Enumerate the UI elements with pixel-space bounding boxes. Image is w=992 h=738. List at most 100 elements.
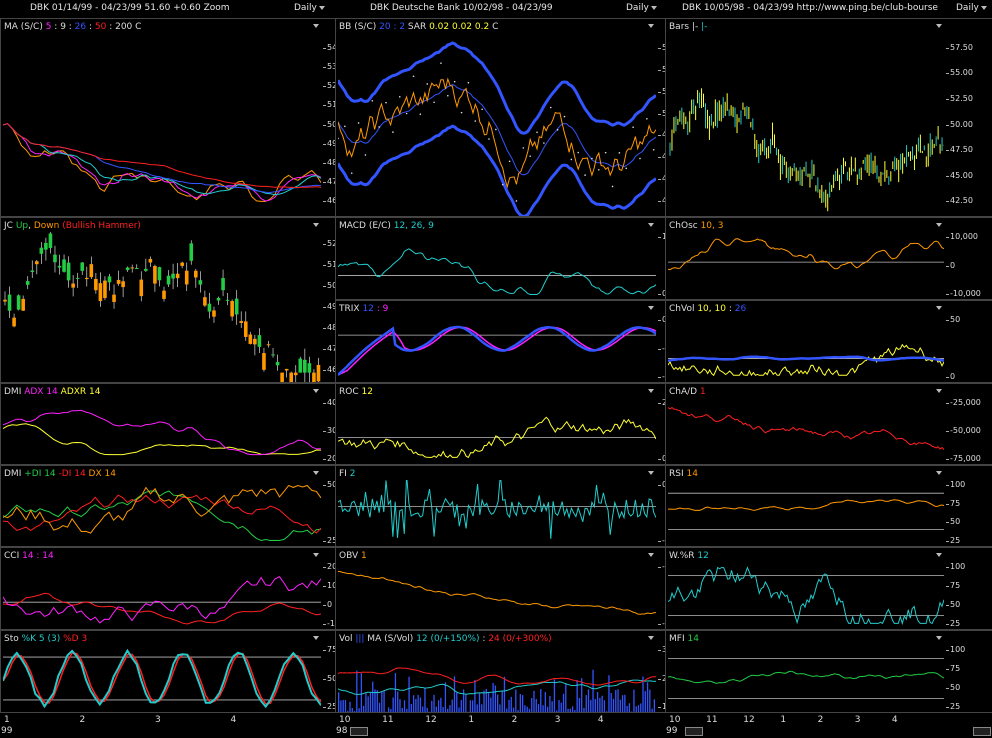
y-tick-label: -75,000 xyxy=(950,453,981,463)
indicator-panel[interactable]: CCI 14 : 142001000-100 xyxy=(0,547,372,630)
y-tick-label: 47.50 xyxy=(950,145,973,155)
indicator-panel[interactable]: OBV 1-100,000-150,000 xyxy=(335,547,707,630)
volume-bar xyxy=(481,704,483,712)
y-tick xyxy=(323,244,326,245)
panel-menu-icon[interactable] xyxy=(936,471,942,475)
candle-body xyxy=(166,275,171,285)
indicator-plot xyxy=(3,648,321,709)
candle-body xyxy=(30,270,35,273)
x-tick-label: 1 xyxy=(468,715,475,725)
sar-dot xyxy=(344,125,346,128)
indicator-panel[interactable]: FI 20-25,000 xyxy=(335,465,707,547)
scroll-arrows-button[interactable] xyxy=(685,727,703,736)
indicator-panel[interactable]: TRIX 12 : 90.00-0.50-1.00 xyxy=(335,300,707,383)
volume-bar xyxy=(474,679,476,712)
indicator-plot xyxy=(3,484,321,542)
indicator-panel[interactable]: ChOsc 10, 3 10,000 0 -10,000 xyxy=(665,217,992,300)
volume-bar xyxy=(476,704,478,712)
indicator-panel[interactable]: JC Up, Down (Bullish Hammer)52.0051.0050… xyxy=(0,217,372,383)
panel-menu-icon[interactable] xyxy=(648,553,654,557)
y-tick-label: 75 xyxy=(950,581,961,591)
volume-bar xyxy=(351,707,353,712)
indicator-panel[interactable]: ROC 1225.000.00 xyxy=(335,383,707,465)
indicator-title: ChVol 10, 10 : 26 xyxy=(669,304,746,314)
candle-body xyxy=(239,321,244,323)
indicator-plot xyxy=(338,325,656,376)
x-year-label: 99 xyxy=(1,726,13,736)
panel-menu-icon[interactable] xyxy=(313,553,319,557)
period-select-right[interactable]: Daily xyxy=(956,3,987,13)
scroll-arrows-button[interactable] xyxy=(350,727,368,736)
panel-menu-icon[interactable] xyxy=(936,389,942,393)
indicator-panel[interactable]: MFI 14 100 75 50 25 xyxy=(665,630,992,713)
panel-menu-icon[interactable] xyxy=(648,223,654,227)
indicator-title-part: DX 14 xyxy=(85,469,116,479)
indicator-panel[interactable]: BB (S/C) 20 : 2 SAR 0.02 0.02 0.2 C57.50… xyxy=(335,18,707,217)
indicator-title-part: TRIX xyxy=(339,304,363,314)
indicator-title-part: 1 xyxy=(699,387,706,397)
bollinger-upper xyxy=(338,41,656,135)
y-tick-label: 10,000 xyxy=(950,232,978,242)
candle-body xyxy=(289,372,293,382)
x-year-label: 98 xyxy=(336,726,348,736)
panel-menu-icon[interactable] xyxy=(936,223,942,227)
sar-dot xyxy=(522,147,525,149)
panel-menu-icon[interactable] xyxy=(648,636,654,640)
indicator-plot xyxy=(3,123,321,202)
panel-menu-icon[interactable] xyxy=(648,306,654,310)
indicator-panel[interactable]: W.%R 12 100 75 50 25 xyxy=(665,547,992,630)
y-tick xyxy=(946,175,949,177)
indicator-plot xyxy=(668,406,944,450)
sar-dot xyxy=(618,152,621,154)
indicator-panel[interactable]: MA (S/C) 5 : 9 : 26 : 50 : 200 C54.0053.… xyxy=(0,18,372,217)
panel-menu-icon[interactable] xyxy=(648,24,654,28)
y-tick xyxy=(946,604,949,606)
volume-bar xyxy=(571,706,574,712)
panel-menu-icon[interactable] xyxy=(936,553,942,557)
volume-bar xyxy=(440,697,442,712)
indicator-title-part: : 9 xyxy=(373,304,389,314)
volume-bar xyxy=(433,694,435,712)
panel-menu-icon[interactable] xyxy=(313,471,319,475)
panel-menu-icon[interactable] xyxy=(313,223,319,227)
volume-bar xyxy=(401,707,403,712)
indicator-panel[interactable]: ChVol 10, 10 : 26 50 0 xyxy=(665,300,992,383)
indicator-panel[interactable]: Bars |- |- 57.50 55.00 52.50 50.00 47.50 45.00… xyxy=(665,18,992,217)
indicator-plot xyxy=(338,480,656,539)
volume-bar xyxy=(581,678,583,712)
panel-menu-icon[interactable] xyxy=(936,24,942,28)
period-select-middle[interactable]: Daily xyxy=(626,3,657,13)
indicator-panel[interactable]: DMI ADX 14 ADXR 14 40 30 20 xyxy=(0,383,372,465)
indicator-panel[interactable]: DMI +DI 14 -DI 14 DX 14 50 25 xyxy=(0,465,372,547)
indicator-panel[interactable]: ChA/D 1 -25,000 -50,000 -75,000 xyxy=(665,383,992,465)
bollinger-lower xyxy=(338,124,656,216)
indicator-panel[interactable]: Vol ||| MA (S/Vol) 12 (0/+150%) : 24 (0/… xyxy=(335,630,707,713)
volume-bar xyxy=(599,697,601,712)
panel-menu-icon[interactable] xyxy=(313,636,319,640)
candle-body xyxy=(121,281,125,288)
scroll-arrows-button[interactable] xyxy=(973,727,991,736)
y-tick xyxy=(323,623,326,625)
y-tick xyxy=(658,348,661,350)
indicator-panel[interactable]: RSI 14 100 75 50 25 xyxy=(665,465,992,547)
y-tick xyxy=(658,623,661,625)
candle-body xyxy=(48,233,53,248)
indicator-title: OBV 1 xyxy=(339,551,367,561)
y-tick xyxy=(658,47,661,49)
indicator-panel[interactable]: Sto %K 5 (3) %D 3 75 50 25 xyxy=(0,630,372,713)
panel-menu-icon[interactable] xyxy=(936,636,942,640)
x-tick-label: 2 xyxy=(511,715,518,725)
indicator-title-part: Sto xyxy=(4,634,22,644)
panel-menu-icon[interactable] xyxy=(313,24,319,28)
panel-menu-icon[interactable] xyxy=(648,389,654,393)
panel-menu-icon[interactable] xyxy=(936,306,942,310)
y-axis: 40 30 20 xyxy=(1,384,371,464)
indicator-panel[interactable]: MACD (E/C) 12, 26, 91.000.00 xyxy=(335,217,707,300)
volume-bar xyxy=(649,689,651,712)
indicator-plot xyxy=(3,576,321,625)
panel-menu-icon[interactable] xyxy=(648,471,654,475)
panel-menu-icon[interactable] xyxy=(313,389,319,393)
x-tick-label: 12 xyxy=(425,715,437,725)
volume-bar xyxy=(533,690,535,712)
period-select-left[interactable]: Daily xyxy=(294,3,325,13)
